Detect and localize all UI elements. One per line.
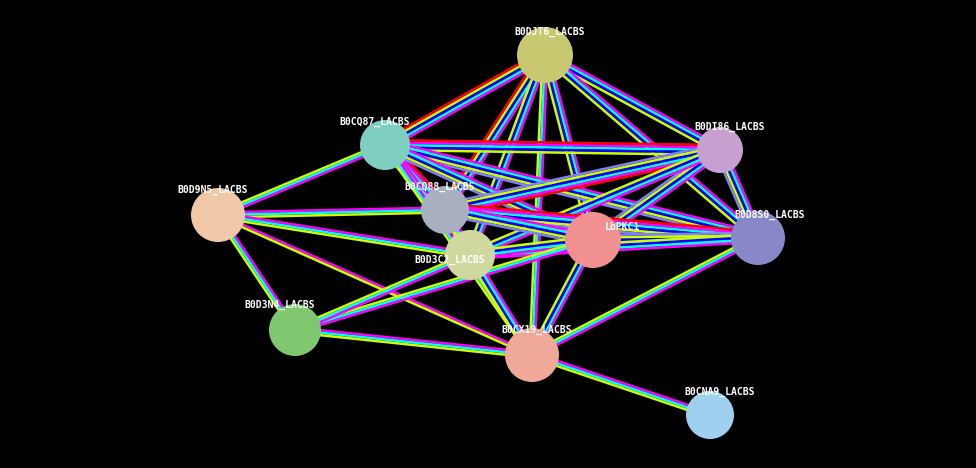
Circle shape (191, 188, 245, 242)
Text: B0CQ87_LACBS: B0CQ87_LACBS (340, 117, 410, 127)
Text: B0CX19_LACBS: B0CX19_LACBS (502, 325, 572, 335)
Text: LbPKC1: LbPKC1 (605, 222, 640, 232)
Circle shape (565, 212, 621, 268)
Text: B0CQ88_LACBS: B0CQ88_LACBS (405, 182, 475, 192)
Circle shape (686, 391, 734, 439)
Circle shape (731, 211, 785, 265)
Circle shape (517, 27, 573, 83)
Circle shape (697, 127, 743, 173)
Text: B0D8S0_LACBS: B0D8S0_LACBS (735, 210, 805, 220)
Text: B0DI86_LACBS: B0DI86_LACBS (695, 122, 765, 132)
Text: B0D3C2_LACBS: B0D3C2_LACBS (415, 255, 485, 265)
Text: B0D9N5_LACBS: B0D9N5_LACBS (178, 185, 248, 195)
Circle shape (360, 120, 410, 170)
Text: B0DJT6_LACBS: B0DJT6_LACBS (514, 27, 586, 37)
Text: B0D3N4_LACBS: B0D3N4_LACBS (245, 300, 315, 310)
Circle shape (421, 186, 469, 234)
Text: B0CNA9_LACBS: B0CNA9_LACBS (685, 387, 755, 397)
Circle shape (445, 230, 495, 280)
Circle shape (269, 304, 321, 356)
Circle shape (505, 328, 559, 382)
